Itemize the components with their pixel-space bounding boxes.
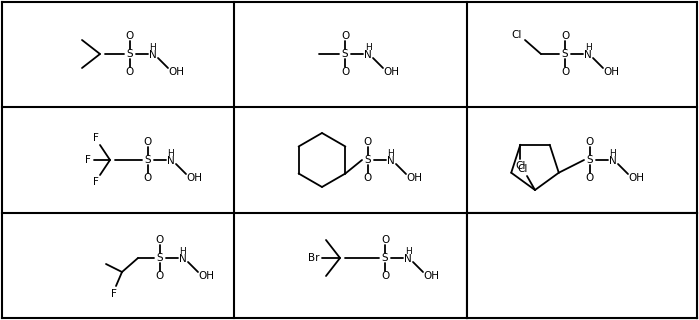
- Text: O: O: [586, 173, 594, 183]
- Text: H: H: [610, 149, 617, 158]
- Text: O: O: [341, 67, 349, 77]
- Text: Cl: Cl: [515, 161, 526, 171]
- Text: O: O: [381, 235, 389, 245]
- Text: OH: OH: [383, 67, 399, 77]
- Text: O: O: [144, 137, 152, 147]
- Text: OH: OH: [603, 67, 619, 77]
- Text: S: S: [586, 155, 593, 165]
- Text: N: N: [364, 50, 372, 60]
- Text: O: O: [586, 137, 594, 147]
- Text: OH: OH: [406, 173, 422, 183]
- Text: O: O: [381, 271, 389, 281]
- Text: F: F: [93, 133, 99, 143]
- Text: S: S: [127, 49, 134, 59]
- Text: S: S: [562, 49, 568, 59]
- Text: O: O: [156, 271, 164, 281]
- Text: H: H: [180, 247, 187, 257]
- Text: O: O: [364, 137, 372, 147]
- Text: OH: OH: [168, 67, 184, 77]
- Text: N: N: [179, 254, 187, 264]
- Text: O: O: [561, 67, 569, 77]
- Text: OH: OH: [628, 173, 644, 183]
- Text: F: F: [111, 289, 117, 299]
- Text: H: H: [365, 44, 371, 52]
- Text: F: F: [93, 177, 99, 187]
- Text: H: H: [405, 247, 412, 257]
- Text: H: H: [388, 149, 394, 158]
- Text: H: H: [584, 44, 591, 52]
- Text: H: H: [168, 149, 174, 158]
- Text: N: N: [584, 50, 592, 60]
- Text: N: N: [167, 156, 175, 166]
- Text: S: S: [157, 253, 164, 263]
- Text: Cl: Cl: [518, 164, 528, 174]
- Text: N: N: [609, 156, 617, 166]
- Text: S: S: [342, 49, 348, 59]
- Text: H: H: [150, 44, 157, 52]
- Text: N: N: [404, 254, 412, 264]
- Text: O: O: [144, 173, 152, 183]
- Text: N: N: [149, 50, 157, 60]
- Text: O: O: [561, 31, 569, 41]
- Text: OH: OH: [198, 271, 214, 281]
- Text: OH: OH: [423, 271, 439, 281]
- Text: OH: OH: [186, 173, 202, 183]
- Text: Br: Br: [308, 253, 319, 263]
- Text: O: O: [126, 67, 134, 77]
- Text: S: S: [145, 155, 151, 165]
- Text: O: O: [341, 31, 349, 41]
- Text: O: O: [126, 31, 134, 41]
- Text: N: N: [387, 156, 395, 166]
- Text: S: S: [382, 253, 389, 263]
- Text: Cl: Cl: [512, 30, 522, 40]
- Text: F: F: [85, 155, 91, 165]
- Text: O: O: [364, 173, 372, 183]
- Text: O: O: [156, 235, 164, 245]
- Text: S: S: [365, 155, 371, 165]
